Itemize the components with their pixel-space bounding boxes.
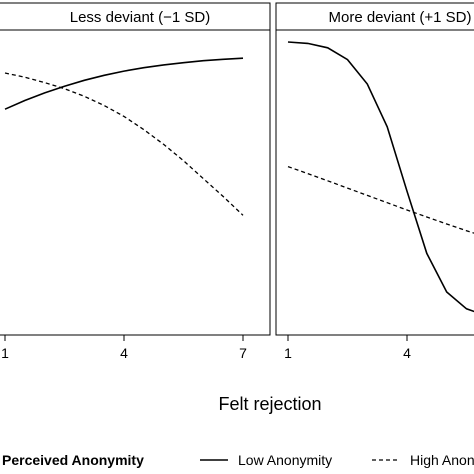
legend-label-high-anonymity: High Anonymity	[410, 452, 474, 468]
series-line-low-anonymity	[287, 41, 474, 313]
facet-strip-label: Less deviant (−1 SD)	[70, 9, 211, 26]
x-tick-label: 4	[120, 345, 128, 361]
x-tick-label: 1	[1, 345, 9, 361]
panel-border	[0, 29, 271, 336]
x-tick-label: 4	[403, 345, 411, 361]
x-tick-label: 7	[239, 345, 247, 361]
series-line-high-anonymity	[287, 165, 474, 234]
x-tick-label: 1	[284, 345, 292, 361]
panel-1: Less deviant (−1 SD) 1 4 7	[0, 2, 271, 361]
panel-border	[275, 29, 474, 336]
legend-title: Perceived Anonymity	[2, 452, 144, 468]
series-line-low-anonymity	[4, 57, 244, 110]
facet-strip-label: More deviant (+1 SD)	[329, 9, 472, 26]
legend-label-low-anonymity: Low Anonymity	[238, 452, 332, 468]
series-line-high-anonymity	[4, 72, 244, 216]
panel-2: More deviant (+1 SD)147	[275, 2, 474, 361]
x-axis-title: Felt rejection	[218, 394, 321, 414]
facet-strip	[0, 2, 271, 31]
facet-panels: Less deviant (−1 SD) 1 4 7 More deviant (+1 …	[0, 2, 474, 361]
legend: Perceived Anonymity Low Anonymity High A…	[2, 452, 474, 468]
